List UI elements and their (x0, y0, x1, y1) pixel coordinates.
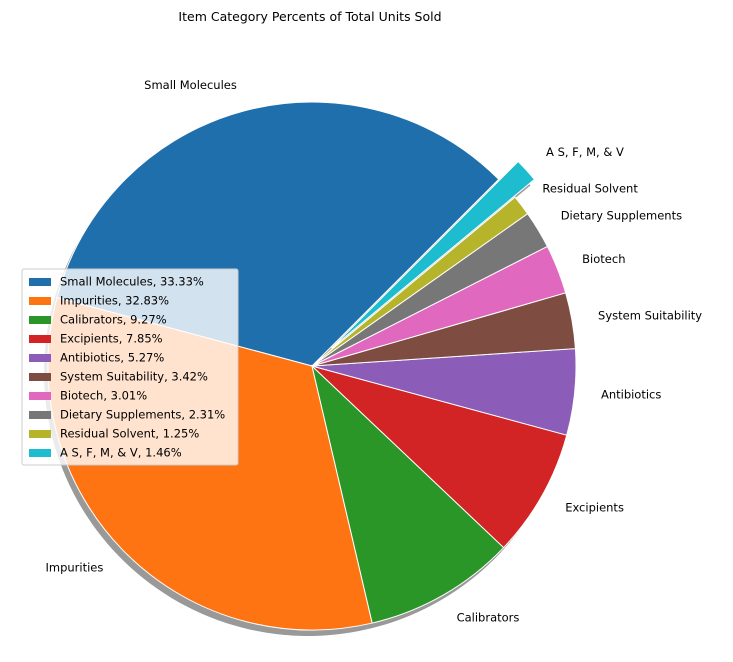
legend-entry-small-molecules: Small Molecules, 33.33% (60, 275, 204, 289)
chart-title: Item Category Percents of Total Units So… (178, 9, 441, 24)
legend-entry-antibiotics: Antibiotics, 5.27% (60, 351, 164, 365)
slice-label-system-suitability: System Suitability (598, 308, 702, 322)
legend-entry-impurities: Impurities, 32.83% (60, 294, 169, 308)
legend-entry-excipients: Excipients, 7.85% (60, 332, 163, 346)
legend-swatch-small-molecules (29, 278, 51, 286)
legend-entry-system-suitability: System Suitability, 3.42% (60, 370, 208, 384)
legend: Small Molecules, 33.33% Impurities, 32.83… (21, 268, 239, 466)
legend-swatch-calibrators (29, 316, 51, 324)
legend-entry-calibrators: Calibrators, 9.27% (60, 313, 167, 327)
legend-swatch-impurities (29, 297, 51, 305)
pie-slice-excipients (311, 365, 568, 549)
pie-slice-a-s-f-m-v (331, 160, 536, 349)
slice-label-excipients: Excipients (565, 501, 624, 515)
legend-swatch-biotech (29, 392, 51, 400)
slice-labels: Small Molecules Impurities Calibrators Exci… (46, 78, 703, 624)
legend-swatch-residual-solvent (29, 430, 51, 438)
slice-label-antibiotics: Antibiotics (601, 387, 661, 401)
legend-entry-residual-solvent: Residual Solvent, 1.25% (60, 427, 199, 441)
slice-label-calibrators: Calibrators (457, 610, 520, 624)
slice-label-dietary-supplements: Dietary Supplements (561, 209, 682, 223)
slice-label-a-s-f-m-v: A S, F, M, & V (546, 145, 624, 159)
legend-swatch-a-s-f-m-v (29, 449, 51, 457)
legend-swatch-antibiotics (29, 354, 51, 362)
legend-swatch-excipients (29, 335, 51, 343)
legend-swatch-dietary-supplements (29, 411, 51, 419)
slice-label-residual-solvent: Residual Solvent (542, 182, 638, 196)
pie-slice-residual-solvent (311, 196, 529, 367)
legend-frame (21, 268, 239, 466)
slice-label-biotech: Biotech (582, 252, 625, 266)
slice-label-small-molecules: Small Molecules (144, 78, 237, 92)
slice-label-impurities: Impurities (46, 561, 104, 575)
legend-entry-biotech: Biotech, 3.01% (60, 389, 147, 403)
legend-entry-a-s-f-m-v: A S, F, M, & V, 1.46% (60, 446, 182, 460)
legend-entry-dietary-supplements: Dietary Supplements, 2.31% (60, 408, 225, 422)
legend-swatch-system-suitability (29, 373, 51, 381)
pie-slice-calibrators (311, 364, 505, 624)
